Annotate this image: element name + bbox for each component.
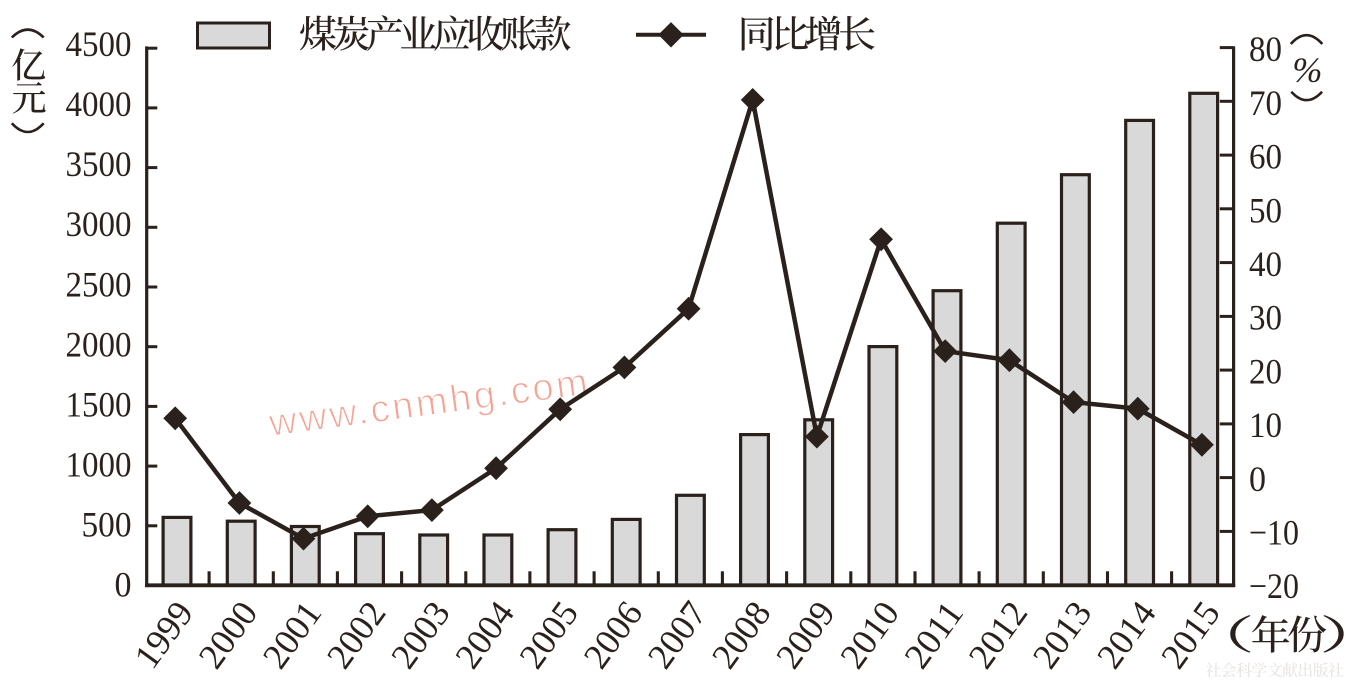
svg-text:0: 0	[1249, 459, 1266, 499]
svg-text:20: 20	[1249, 351, 1282, 391]
svg-text:%: %	[1292, 50, 1322, 90]
svg-text:1500: 1500	[66, 385, 132, 425]
svg-text:2500: 2500	[66, 264, 132, 304]
svg-text:1000: 1000	[66, 445, 132, 485]
svg-text:0: 0	[115, 565, 132, 605]
svg-text:−20: −20	[1249, 566, 1299, 606]
svg-text:3000: 3000	[66, 204, 132, 244]
svg-text:500: 500	[82, 505, 132, 545]
svg-text:40: 40	[1249, 244, 1282, 284]
svg-text:60: 60	[1249, 137, 1282, 177]
svg-text:70: 70	[1249, 83, 1282, 123]
svg-text:−10: −10	[1249, 513, 1299, 553]
svg-text:2000: 2000	[66, 324, 132, 364]
svg-text:30: 30	[1249, 298, 1282, 338]
svg-text:50: 50	[1249, 190, 1282, 230]
svg-text:10: 10	[1249, 405, 1282, 445]
svg-text:80: 80	[1249, 29, 1282, 69]
svg-text:4500: 4500	[66, 24, 132, 64]
svg-text:3500: 3500	[66, 144, 132, 184]
svg-text:4000: 4000	[66, 84, 132, 124]
